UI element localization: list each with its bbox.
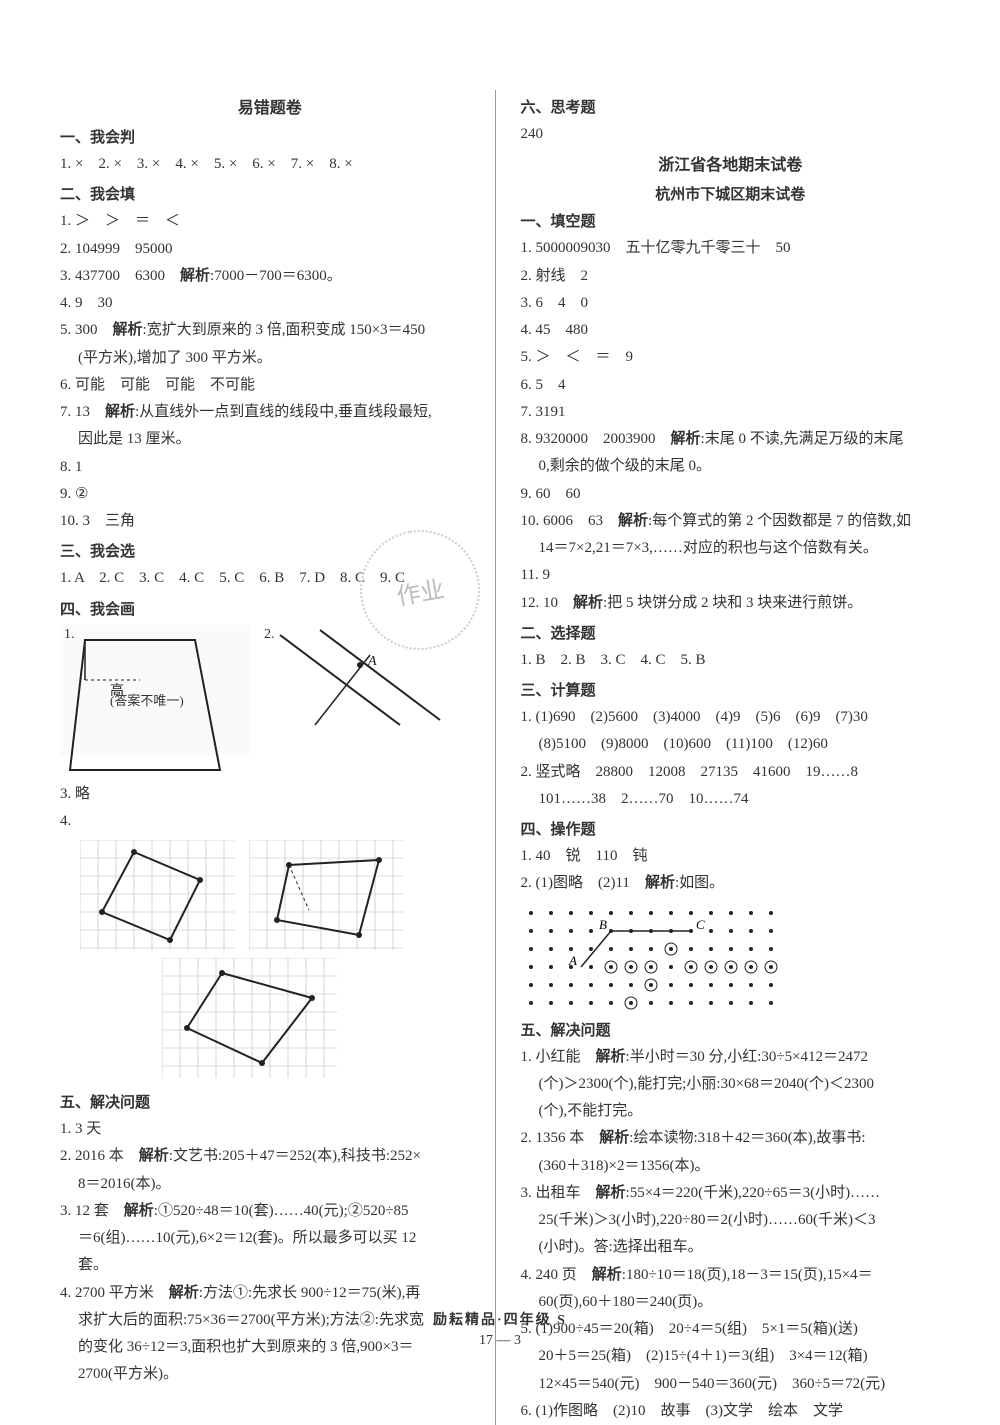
- fig2-label: 2.: [264, 627, 275, 643]
- svg-text:A: A: [367, 654, 377, 669]
- figure-1: 1. 高 (答案不唯一): [60, 625, 250, 755]
- s2-l6: 6. 可能 可能 可能 不可能: [60, 372, 480, 398]
- r1-l2: 2. 射线 2: [521, 263, 941, 289]
- s5-l4: 4. 2700 平方米 解析:方法①:先求长 900÷12＝75(米),再: [60, 1280, 480, 1306]
- s2-l10: 10. 3 三角: [60, 508, 480, 534]
- s2-l9: 9. ②: [60, 481, 480, 507]
- r5-l3c: 25(千米)＞3(小时),220÷80＝2(小时)……60(千米)＜3: [521, 1207, 941, 1233]
- r5-l5c: 12×45＝540(元) 900－540＝360(元) 360÷5＝72(元): [521, 1371, 941, 1397]
- r2-l1: 1. B 2. B 3. C 4. C 5. B: [521, 647, 941, 673]
- fig1-label: 1.: [64, 627, 75, 643]
- s5-l2: 2. 2016 本 解析:文艺书:205＋47＝252(本),科技书:252×: [60, 1143, 480, 1169]
- s5-l1: 1. 3 天: [60, 1116, 480, 1142]
- r3-l2: 2. 竖式略 28800 12008 27135 41600 19……8: [521, 759, 941, 785]
- s2-l5c: (平方米),增加了 300 平方米。: [60, 345, 480, 371]
- r1-l6: 6. 5 4: [521, 372, 941, 398]
- svg-text:A: A: [568, 953, 577, 968]
- r4-l2: 2. (1)图略 (2)11 解析:如图。: [521, 870, 941, 896]
- s2-l3: 3. 437700 6300 解析:7000－700＝6300。: [60, 263, 480, 289]
- s5-l3d: 套。: [60, 1252, 480, 1278]
- r1-l8: 8. 9320000 2003900 解析:末尾 0 不读,先满足万级的末尾: [521, 426, 941, 452]
- r1-l7: 7. 3191: [521, 399, 941, 425]
- s2-heading: 二、我会填: [60, 183, 480, 204]
- r5-l1: 1. 小红能 解析:半小时＝30 分,小红:30÷5×412＝2472: [521, 1044, 941, 1070]
- s2-l1: 1. ＞ ＞ ＝ ＜: [60, 208, 480, 234]
- grid-figures-row-2: [160, 956, 480, 1085]
- s3-l1: 1. A 2. C 3. C 4. C 5. C 6. B 7. D 8. C …: [60, 565, 480, 591]
- s2-l2: 2. 104999 95000: [60, 236, 480, 262]
- r1-l3: 3. 6 4 0: [521, 290, 941, 316]
- s1-heading: 一、我会判: [60, 126, 480, 147]
- s4-l4: 4.: [60, 808, 480, 834]
- r3-l1b: (8)5100 (9)8000 (10)600 (11)100 (12)60: [521, 731, 941, 757]
- s5-heading: 五、解决问题: [60, 1091, 480, 1112]
- figure-2: 2. A: [260, 625, 450, 775]
- s5-l4e: 2700(平方米)。: [60, 1361, 480, 1387]
- r1-l5: 5. ＞ ＜ ＝ 9: [521, 344, 941, 370]
- r5-l1d: (个),不能打完。: [521, 1098, 941, 1124]
- page-columns: 易错题卷 一、我会判 1. × 2. × 3. × 4. × 5. × 6. ×…: [60, 90, 940, 1425]
- footer-page: 17 — 3: [0, 1333, 1000, 1349]
- s1-l1: 1. × 2. × 3. × 4. × 5. × 6. × 7. × 8. ×: [60, 151, 480, 177]
- r5-l2: 2. 1356 本 解析:绘本读物:318＋42＝360(本),故事书:: [521, 1125, 941, 1151]
- grid-shape-1: [80, 840, 235, 950]
- s5-l2c: 8＝2016(本)。: [60, 1171, 480, 1197]
- r-s6-heading: 六、思考题: [521, 96, 941, 117]
- s4-figure-row-1: 1. 高 (答案不唯一) 2. A: [60, 625, 480, 775]
- r3-l1: 1. (1)690 (2)5600 (3)4000 (4)9 (5)6 (6)9…: [521, 704, 941, 730]
- s3-heading: 三、我会选: [60, 540, 480, 561]
- right-big-title: 浙江省各地期末试卷: [521, 151, 941, 175]
- r4-l1: 1. 40 锐 110 钝: [521, 843, 941, 869]
- r1-l1: 1. 5000009030 五十亿零九千零三十 50: [521, 235, 941, 261]
- r3-heading: 三、计算题: [521, 679, 941, 700]
- r5-l3d: (小时)。答:选择出租车。: [521, 1234, 941, 1260]
- s5-l3: 3. 12 套 解析:①520÷48＝10(套)……40(元);②520÷85: [60, 1198, 480, 1224]
- s2-l7: 7. 13 解析:从直线外一点到直线的线段中,垂直线段最短,: [60, 399, 480, 425]
- s2-l8: 8. 1: [60, 454, 480, 480]
- grid-figures-row: [78, 838, 480, 952]
- right-column: 六、思考题 240 浙江省各地期末试卷 杭州市下城区期末试卷 一、填空题 1. …: [516, 90, 941, 1425]
- parallel-lines-icon: A: [260, 625, 450, 775]
- grid-shape-2: [249, 840, 404, 950]
- s4-heading: 四、我会画: [60, 598, 480, 619]
- svg-text:C: C: [696, 917, 705, 932]
- footer-main: 励耘精品·四年级 S: [0, 1309, 1000, 1329]
- r4-heading: 四、操作题: [521, 818, 941, 839]
- s2-l4: 4. 9 30: [60, 290, 480, 316]
- fig1-note: (答案不唯一): [110, 690, 184, 709]
- r-s6-l1: 240: [521, 121, 941, 147]
- page-footer: 励耘精品·四年级 S 17 — 3: [0, 1309, 1000, 1349]
- r5-heading: 五、解决问题: [521, 1019, 941, 1040]
- r5-l6: 6. (1)作图略 (2)10 故事 (3)文学 绘本 文学: [521, 1398, 941, 1424]
- left-main-title: 易错题卷: [60, 94, 480, 118]
- r1-l12: 12. 10 解析:把 5 块饼分成 2 块和 3 块来进行煎饼。: [521, 590, 941, 616]
- grid-shape-3: [162, 958, 337, 1078]
- r1-heading: 一、填空题: [521, 210, 941, 231]
- r1-l4: 4. 45 480: [521, 317, 941, 343]
- r5-l2c: (360＋318)×2＝1356(本)。: [521, 1153, 941, 1179]
- r5-l3: 3. 出租车 解析:55×4＝220(千米),220÷65＝3(小时)……: [521, 1180, 941, 1206]
- s5-l3c: ＝6(组)……10(元),6×2＝12(套)。所以最多可以买 12: [60, 1225, 480, 1251]
- r3-l2b: 101……38 2……70 10……74: [521, 786, 941, 812]
- dot-grid-icon: B C A: [521, 903, 791, 1013]
- r1-l11: 11. 9: [521, 562, 941, 588]
- r5-l1c: (个)＞2300(个),能打完;小丽:30×68＝2040(个)＜2300: [521, 1071, 941, 1097]
- r1-l9: 9. 60 60: [521, 481, 941, 507]
- s2-l7c: 因此是 13 厘米。: [60, 426, 480, 452]
- svg-text:B: B: [599, 917, 607, 932]
- r1-l8c: 0,剩余的做个级的末尾 0。: [521, 453, 941, 479]
- right-sub-title: 杭州市下城区期末试卷: [521, 183, 941, 204]
- r1-l10: 10. 6006 63 解析:每个算式的第 2 个因数都是 7 的倍数,如: [521, 508, 941, 534]
- r1-l10c: 14＝7×2,21＝7×3,……对应的积也与这个倍数有关。: [521, 535, 941, 561]
- left-column: 易错题卷 一、我会判 1. × 2. × 3. × 4. × 5. × 6. ×…: [60, 90, 496, 1425]
- r5-l4: 4. 240 页 解析:180÷10＝18(页),18－3＝15(页),15×4…: [521, 1262, 941, 1288]
- s4-l3: 3. 略: [60, 781, 480, 807]
- s2-l5: 5. 300 解析:宽扩大到原来的 3 倍,面积变成 150×3＝450: [60, 317, 480, 343]
- dot-grid-figure: B C A: [521, 903, 941, 1013]
- r2-heading: 二、选择题: [521, 622, 941, 643]
